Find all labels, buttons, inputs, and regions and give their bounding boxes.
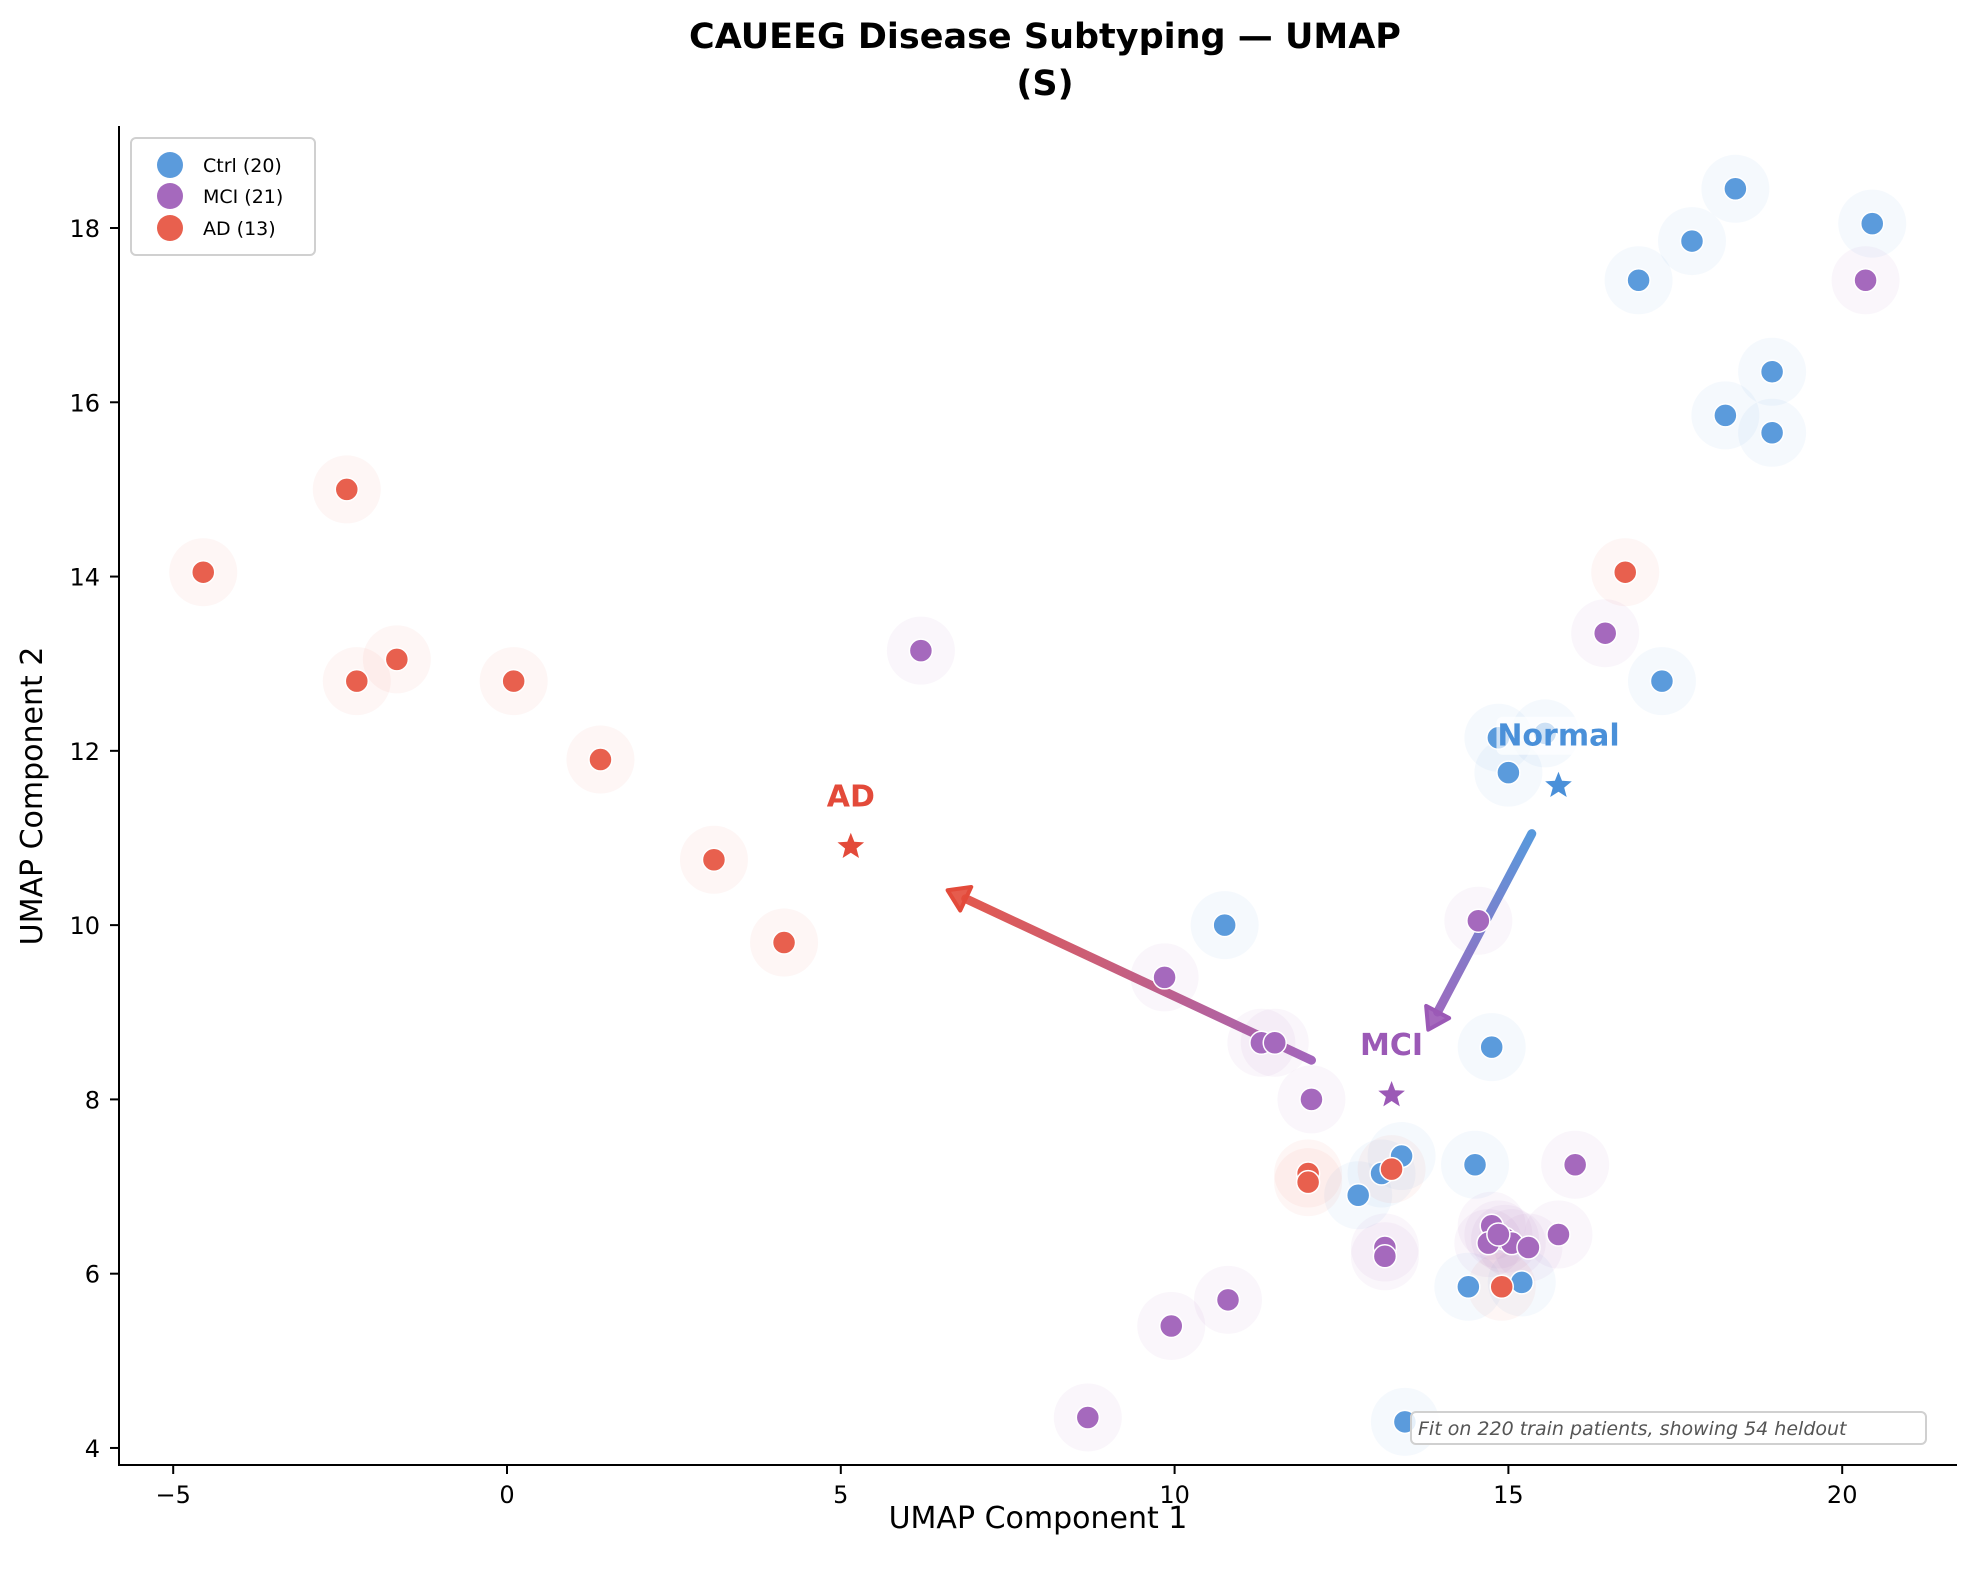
ad-centroid-label-bg — [826, 777, 875, 816]
y-tick-label: 18 — [69, 215, 100, 243]
ad-centroid-star-icon — [837, 832, 865, 858]
mci-point — [908, 638, 934, 663]
y-tick-label: 8 — [85, 1086, 100, 1114]
arrow-head-ad — [945, 884, 974, 913]
ctrl-point — [1345, 1183, 1371, 1208]
point-halos — [169, 154, 1907, 1456]
y-tick-label: 6 — [85, 1261, 100, 1289]
ctrl-point — [1759, 420, 1785, 446]
ad-point — [501, 668, 526, 694]
y-tick-label: 4 — [85, 1435, 100, 1463]
legend: Ctrl (20) MCI (21) AD (13) — [130, 137, 316, 256]
ctrl-point — [1723, 176, 1748, 202]
mci-point — [1299, 1087, 1324, 1112]
ctrl-point — [1679, 228, 1705, 254]
ctrl-point — [1713, 403, 1738, 428]
ctrl-point — [1462, 1152, 1488, 1178]
mci-centroid-label: MCI — [1360, 1028, 1423, 1063]
normal-centroid-label: Normal — [1497, 719, 1619, 754]
legend-marker-ctrl — [157, 152, 183, 178]
ad-point — [1295, 1169, 1321, 1195]
y-tick-label: 16 — [69, 389, 100, 417]
legend-marker-ad — [157, 215, 183, 241]
ctrl-point — [1649, 668, 1675, 694]
ctrl-point — [1479, 1034, 1504, 1060]
annotation-text: Fit on 220 train patients, showing 54 he… — [1418, 1418, 1848, 1440]
ctrl-point — [1626, 268, 1651, 293]
mci-point — [1262, 1030, 1287, 1056]
ad-point — [1379, 1156, 1404, 1182]
x-tick-label: 0 — [499, 1481, 514, 1509]
mci-point — [1853, 268, 1878, 293]
normal-centroid-label-bg — [1496, 716, 1621, 755]
ad-point — [384, 647, 410, 672]
mci-point — [1486, 1222, 1511, 1247]
chart-title: CAUEEG Disease Subtyping — UMAP — [689, 17, 1401, 57]
y-axis-label: UMAP Component 2 — [15, 647, 50, 946]
legend-label-ctrl: Ctrl (20) — [203, 155, 282, 177]
x-tick-label: 15 — [1493, 1481, 1524, 1509]
scatter-points — [190, 176, 1885, 1435]
ad-point — [588, 747, 613, 772]
mci-centroid-star-icon — [1378, 1081, 1405, 1107]
ctrl-point — [1509, 1270, 1535, 1295]
ctrl-point — [1456, 1274, 1481, 1300]
y-tick-label: 12 — [69, 738, 100, 766]
mci-point — [1075, 1405, 1101, 1430]
legend-marker-mci — [157, 183, 183, 209]
legend-label-mci: MCI (21) — [203, 186, 283, 208]
x-ticks: −5 0 5 10 15 20 — [156, 1465, 1858, 1509]
centroid-markers: AD MCI Normal — [826, 716, 1621, 1107]
ad-point — [334, 477, 360, 502]
x-tick-label: 20 — [1827, 1481, 1858, 1509]
mci-point — [1215, 1287, 1241, 1313]
mci-point — [1562, 1152, 1588, 1178]
y-tick-label: 10 — [69, 912, 100, 940]
mci-point — [1159, 1313, 1184, 1339]
ctrl-point — [1496, 760, 1521, 785]
ad-point — [701, 847, 727, 873]
ad-point — [190, 559, 216, 585]
mci-centroid-label-bg — [1358, 1026, 1426, 1065]
ad-point — [1612, 559, 1638, 585]
ad-centroid-label: AD — [827, 780, 875, 815]
arrow-head-mci — [1424, 1003, 1452, 1032]
y-tick-label: 14 — [69, 564, 100, 592]
annotation-frame — [1410, 1411, 1927, 1445]
annotation: Fit on 220 train patients, showing 54 he… — [1410, 1411, 1927, 1445]
ctrl-point — [1859, 211, 1885, 236]
x-axis-label: UMAP Component 1 — [889, 1501, 1188, 1536]
ctrl-point — [1212, 912, 1237, 938]
mci-point — [1372, 1244, 1398, 1269]
normal-centroid-star-icon — [1545, 771, 1572, 797]
x-tick-label: 5 — [833, 1481, 848, 1509]
mci-point — [1592, 620, 1618, 646]
ctrl-point — [1759, 359, 1785, 385]
mci-point — [1546, 1222, 1571, 1247]
x-tick-label: 10 — [1159, 1481, 1190, 1509]
chart-subtitle: (S) — [1016, 64, 1073, 104]
ad-point — [1489, 1274, 1514, 1300]
y-ticks: 4 6 8 10 12 14 16 18 — [69, 215, 119, 1463]
x-tick-label: −5 — [156, 1481, 191, 1509]
legend-label-ad: AD (13) — [203, 218, 276, 240]
mci-point — [1152, 965, 1177, 990]
mci-point — [1516, 1235, 1541, 1260]
ad-point — [771, 930, 797, 955]
ad-point — [344, 668, 370, 694]
mci-point — [1466, 908, 1491, 934]
